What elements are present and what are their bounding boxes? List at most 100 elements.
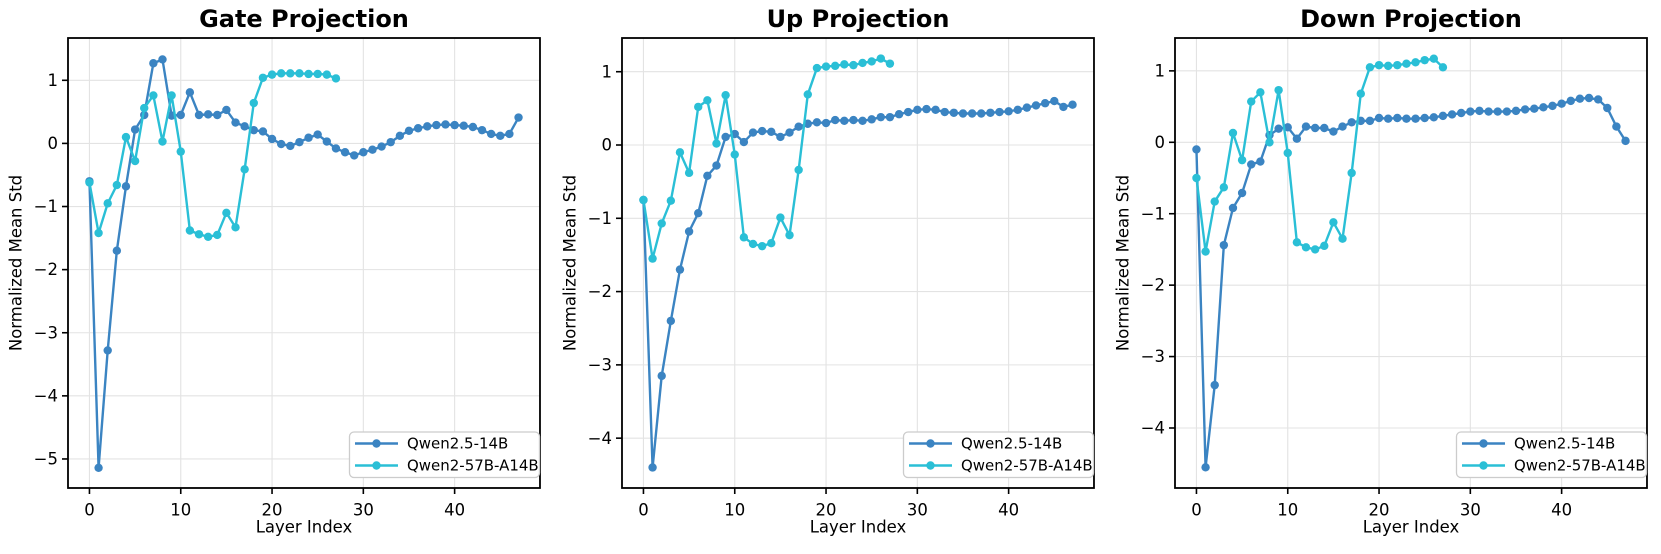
- x-tick-label: 30: [1460, 501, 1481, 520]
- series-marker-0: [423, 122, 432, 131]
- series-marker-0: [222, 105, 231, 115]
- series-marker-1: [858, 58, 867, 68]
- series-marker-1: [885, 59, 894, 68]
- series-marker-1: [249, 98, 258, 108]
- series-marker-1: [748, 239, 757, 249]
- series-marker-1: [876, 54, 885, 63]
- series-marker-0: [748, 128, 757, 137]
- series-marker-0: [231, 118, 240, 127]
- legend-label-0: Qwen2.5-14B: [407, 435, 508, 453]
- series-marker-0: [514, 113, 523, 122]
- series-marker-0: [684, 227, 693, 236]
- series-marker-0: [757, 126, 766, 136]
- series-marker-1: [331, 74, 341, 83]
- series-line-1: [1195, 57, 1445, 253]
- series-marker-0: [648, 463, 657, 472]
- series-marker-1: [130, 156, 140, 166]
- series-marker-1: [167, 91, 176, 100]
- x-tick-label: 30: [353, 501, 374, 520]
- y-tick-label: 1: [47, 71, 58, 90]
- y-tick-label: −2: [1141, 276, 1165, 295]
- series-marker-0: [331, 144, 341, 153]
- series-marker-1: [739, 233, 748, 242]
- y-axis-label: Normalized Mean Std: [1114, 175, 1133, 351]
- series-marker-0: [468, 122, 478, 132]
- series-marker-0: [350, 151, 359, 160]
- series-marker-0: [711, 161, 721, 170]
- series-marker-1: [112, 180, 122, 190]
- axes-spines: [67, 37, 541, 489]
- series-marker-1: [1302, 243, 1311, 252]
- series-marker-0: [1210, 380, 1220, 390]
- series-marker-0: [103, 346, 112, 355]
- series-marker-0: [775, 132, 785, 142]
- legend-marker-1: [925, 461, 935, 470]
- series-marker-1: [1429, 54, 1439, 63]
- series-marker-0: [1411, 114, 1421, 123]
- series-marker-1: [848, 60, 858, 70]
- series-marker-0: [1040, 99, 1050, 108]
- series-marker-0: [821, 118, 830, 128]
- series-marker-0: [830, 115, 840, 125]
- series-marker-0: [985, 108, 995, 117]
- y-tick-label: −4: [1141, 419, 1165, 438]
- legend-label-1: Qwen2-57B-A14B: [961, 457, 1093, 475]
- series-marker-1: [721, 90, 730, 100]
- series-marker-0: [994, 107, 1004, 117]
- series-marker-1: [803, 90, 812, 99]
- series-marker-1: [1366, 63, 1375, 72]
- series-marker-0: [885, 112, 894, 122]
- axes-spines: [620, 37, 1095, 489]
- legend-marker-1: [1479, 461, 1489, 470]
- series-marker-0: [1548, 101, 1558, 111]
- series-marker-1: [1192, 173, 1201, 183]
- series-marker-0: [967, 109, 976, 118]
- series-marker-1: [1375, 60, 1384, 70]
- series-marker-1: [1347, 168, 1357, 178]
- series-marker-0: [505, 129, 514, 139]
- series-marker-0: [1566, 96, 1576, 106]
- series-marker-0: [1274, 124, 1284, 133]
- series-marker-1: [1219, 183, 1229, 192]
- series-marker-0: [459, 121, 468, 130]
- series-marker-0: [666, 316, 675, 326]
- x-tick-label: 10: [1278, 501, 1299, 520]
- y-tick-label: −4: [34, 386, 58, 405]
- series-marker-0: [1594, 95, 1603, 104]
- series-marker-1: [194, 230, 204, 239]
- series-marker-0: [766, 127, 776, 137]
- series-marker-0: [1585, 93, 1594, 103]
- series-marker-0: [784, 128, 794, 137]
- series-marker-0: [450, 120, 459, 130]
- series-marker-0: [368, 145, 377, 154]
- series-marker-0: [940, 107, 949, 117]
- series-marker-0: [839, 116, 849, 126]
- series-marker-0: [249, 125, 258, 135]
- series-marker-1: [830, 61, 840, 71]
- series-marker-0: [276, 139, 286, 149]
- series-marker-0: [675, 265, 684, 274]
- y-tick-label: 0: [1155, 133, 1166, 152]
- series-marker-0: [958, 109, 967, 118]
- series-marker-0: [1393, 113, 1402, 123]
- series-marker-1: [711, 139, 721, 148]
- series-marker-1: [94, 228, 103, 238]
- y-tick-label: 0: [601, 136, 612, 155]
- series-marker-0: [240, 122, 249, 131]
- series-marker-1: [213, 230, 222, 240]
- series-marker-1: [1247, 97, 1256, 106]
- series-marker-0: [1219, 240, 1229, 250]
- series-marker-0: [1502, 107, 1512, 116]
- series-marker-1: [684, 168, 693, 178]
- series-marker-1: [657, 219, 666, 228]
- series-marker-0: [1022, 103, 1031, 112]
- series-marker-0: [149, 59, 158, 68]
- series-marker-0: [1256, 157, 1265, 166]
- y-tick-label: −4: [587, 429, 611, 448]
- y-tick-label: 1: [1155, 61, 1166, 80]
- series-marker-1: [231, 223, 240, 232]
- series-marker-0: [1557, 99, 1567, 108]
- x-tick-label: 20: [1369, 501, 1390, 520]
